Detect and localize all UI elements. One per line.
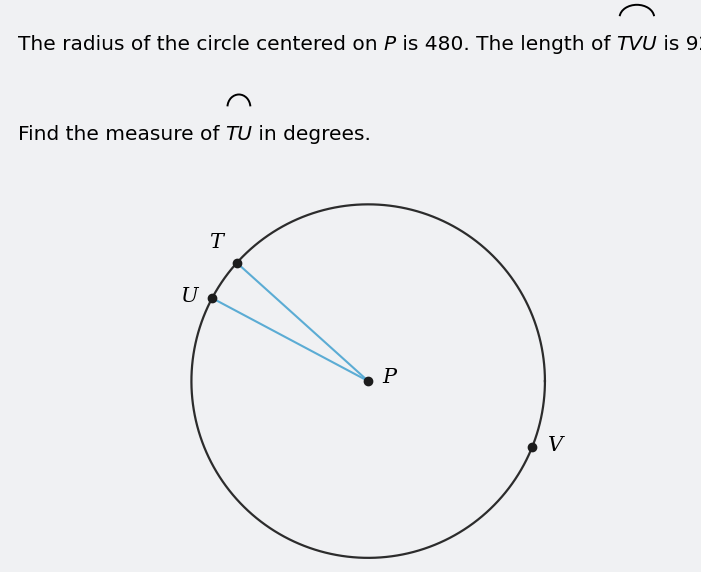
Text: Find the measure of: Find the measure of (18, 125, 226, 144)
Text: TU: TU (226, 125, 252, 144)
Text: T: T (209, 233, 223, 252)
Text: V: V (548, 436, 563, 455)
Text: TVU: TVU (616, 35, 658, 54)
Text: The radius of the circle centered on: The radius of the circle centered on (18, 35, 383, 54)
Text: P: P (382, 368, 396, 387)
Text: P: P (383, 35, 395, 54)
Text: in degrees.: in degrees. (252, 125, 372, 144)
Text: is 480. The length of: is 480. The length of (395, 35, 616, 54)
Text: U: U (180, 287, 198, 306)
Text: is 928π.: is 928π. (658, 35, 701, 54)
